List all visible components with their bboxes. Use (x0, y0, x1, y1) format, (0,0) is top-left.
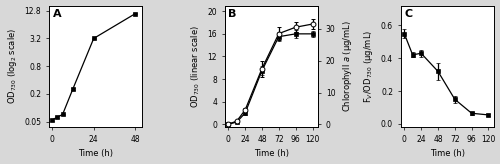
Text: B: B (228, 9, 237, 19)
Y-axis label: OD$_{730}$ (log$_2$ scale): OD$_{730}$ (log$_2$ scale) (6, 28, 18, 104)
X-axis label: Time (h): Time (h) (430, 149, 465, 158)
Y-axis label: OD$_{730}$ (linear scale): OD$_{730}$ (linear scale) (190, 25, 202, 108)
Text: A: A (52, 9, 61, 19)
Y-axis label: Chlorophyll $a$ (μg/mL): Chlorophyll $a$ (μg/mL) (341, 20, 354, 112)
X-axis label: Time (h): Time (h) (254, 149, 289, 158)
X-axis label: Time (h): Time (h) (78, 149, 113, 158)
Text: C: C (404, 9, 412, 19)
Y-axis label: F$_V$/OD$_{730}$ (μg/mL): F$_V$/OD$_{730}$ (μg/mL) (362, 30, 376, 103)
